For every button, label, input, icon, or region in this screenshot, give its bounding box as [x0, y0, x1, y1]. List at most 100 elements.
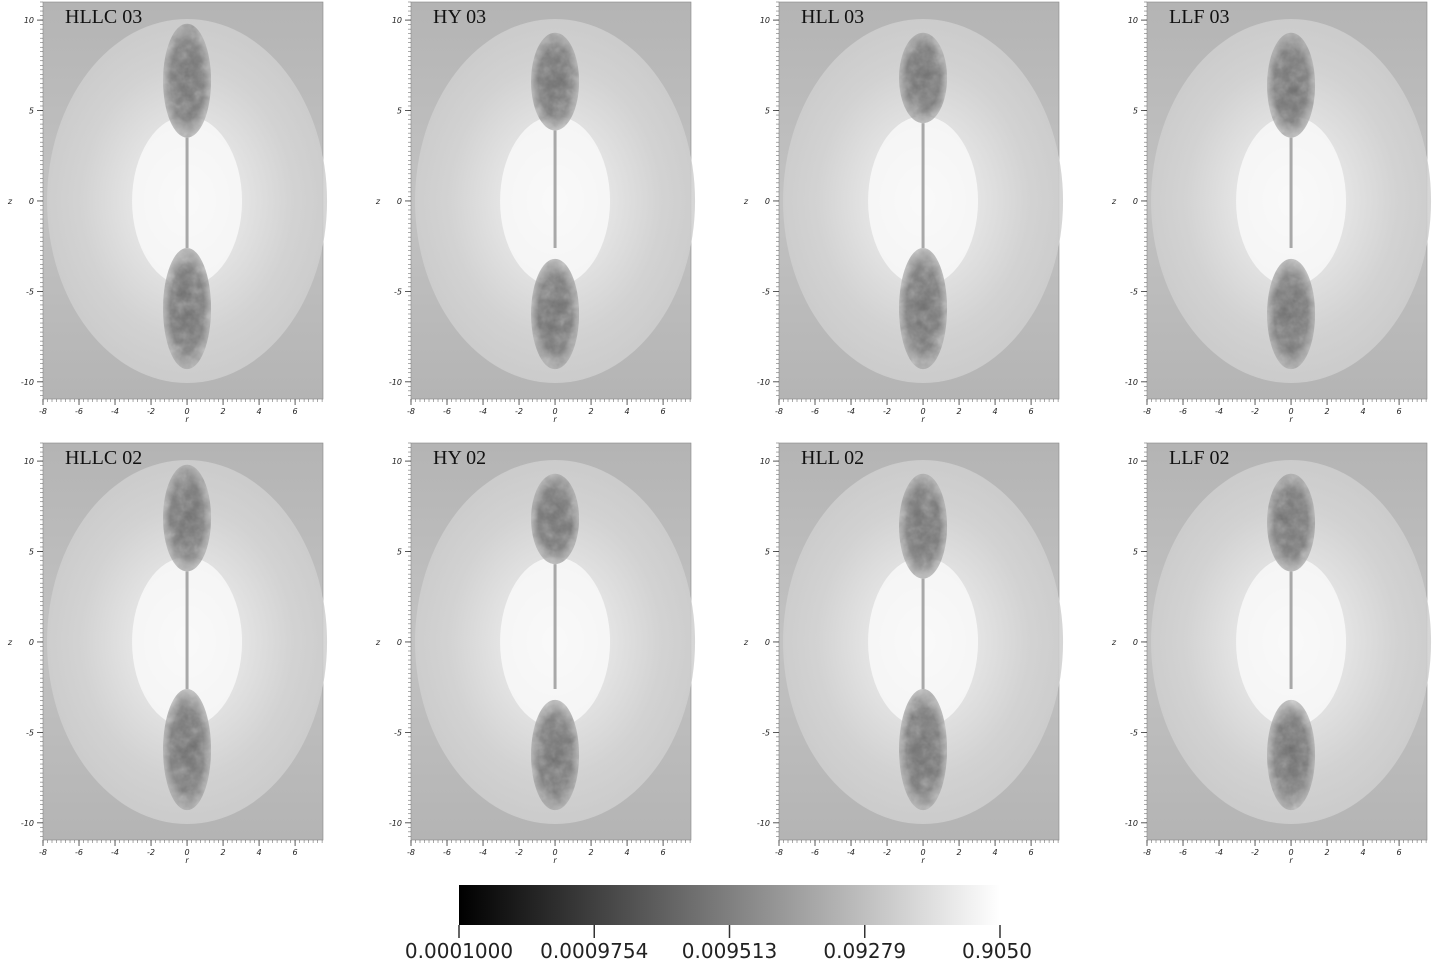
y-tick-label: -10: [757, 378, 770, 387]
y-tick-label: -10: [757, 819, 770, 828]
y-axis-label: z: [7, 197, 13, 206]
x-tick-label: 6: [293, 407, 298, 416]
y-tick-label: 5: [1133, 107, 1138, 116]
x-tick-label: -6: [811, 848, 819, 857]
y-tick-label: 10: [392, 16, 402, 25]
panel-label: HY 03: [433, 6, 486, 28]
x-tick-label: -8: [775, 848, 783, 857]
y-tick-label: -10: [389, 819, 402, 828]
x-axis-label: r: [553, 856, 557, 865]
x-tick-label: 2: [1325, 407, 1330, 416]
x-tick-label: -4: [1215, 407, 1223, 416]
x-tick-label: 6: [293, 848, 298, 857]
colorbar-tick-label: 0.9050: [962, 939, 1032, 963]
y-axis-label: z: [7, 638, 13, 647]
jet-texture: [1267, 699, 1316, 811]
x-tick-label: -6: [443, 407, 451, 416]
x-tick-label: -6: [811, 407, 819, 416]
jet-texture: [899, 247, 948, 370]
y-tick-label: 0: [765, 638, 770, 647]
y-tick-label: -5: [26, 728, 34, 737]
x-tick-label: 0: [185, 407, 190, 416]
x-tick-label: -2: [1251, 848, 1259, 857]
x-tick-label: 2: [957, 848, 962, 857]
colorbar-tick-label: 0.09279: [823, 939, 906, 963]
x-tick-label: 2: [589, 407, 594, 416]
y-tick-label: 5: [765, 548, 770, 557]
x-tick-label: -4: [111, 407, 119, 416]
y-tick-label: 0: [1133, 638, 1138, 647]
x-tick-label: -4: [847, 848, 855, 857]
y-tick-label: 10: [760, 457, 770, 466]
x-tick-label: 0: [1289, 848, 1294, 857]
panel: HLLC 02 -8 -6 -4 -2 0 2 4 6 -10 -5 0 5 10 r z: [7, 442, 328, 865]
x-tick-label: -8: [1143, 848, 1151, 857]
x-tick-label: 4: [993, 407, 998, 416]
y-tick-label: 10: [24, 16, 34, 25]
x-tick-label: 2: [589, 848, 594, 857]
panel-label: HLL 03: [801, 6, 864, 28]
jet-texture: [531, 699, 580, 811]
x-tick-label: 0: [1289, 407, 1294, 416]
x-tick-label: -4: [479, 848, 487, 857]
panel-label: LLF 02: [1169, 447, 1230, 469]
x-axis-label: r: [921, 415, 925, 424]
y-tick-label: 5: [397, 107, 402, 116]
y-tick-label: 0: [1133, 197, 1138, 206]
y-tick-label: -5: [394, 287, 402, 296]
x-tick-label: 6: [1029, 848, 1034, 857]
x-tick-label: -8: [39, 407, 47, 416]
y-tick-label: -5: [762, 728, 770, 737]
colorbar: [459, 885, 1000, 925]
y-axis-label: z: [1111, 638, 1117, 647]
y-tick-label: -10: [1125, 378, 1138, 387]
y-tick-label: -5: [394, 728, 402, 737]
x-tick-label: -8: [39, 848, 47, 857]
panel: HY 03 -8 -6 -4 -2 0 2 4 6 -10 -5 0 5 10 r z: [375, 1, 696, 424]
x-tick-label: -6: [1179, 407, 1187, 416]
y-tick-label: -10: [1125, 819, 1138, 828]
x-tick-label: 0: [921, 848, 926, 857]
panel: HLLC 03 -8 -6 -4 -2 0 2 4 6 -10 -5 0 5 10 r z: [7, 1, 328, 424]
jet-texture: [163, 247, 212, 370]
y-axis-label: z: [375, 197, 381, 206]
x-axis-label: r: [553, 415, 557, 424]
panel-label: LLF 03: [1169, 6, 1230, 28]
x-tick-label: -2: [1251, 407, 1259, 416]
colorbar-tick-label: 0.0009754: [540, 939, 648, 963]
x-tick-label: 4: [625, 848, 630, 857]
y-tick-label: -10: [21, 378, 34, 387]
x-tick-label: 4: [257, 848, 262, 857]
x-tick-label: -6: [1179, 848, 1187, 857]
jet-texture: [531, 32, 580, 131]
colorbar-tick-label: 0.0001000: [405, 939, 513, 963]
y-tick-label: -5: [1130, 728, 1138, 737]
panel: HLL 03 -8 -6 -4 -2 0 2 4 6 -10 -5 0 5 10 r z: [743, 1, 1064, 424]
x-tick-label: -8: [407, 407, 415, 416]
jet-texture: [899, 688, 948, 811]
jet-texture: [1267, 32, 1316, 138]
x-axis-label: r: [921, 856, 925, 865]
x-tick-label: -2: [883, 848, 891, 857]
jet-texture: [1267, 258, 1316, 370]
jet-texture: [163, 688, 212, 811]
panel-label: HLLC 02: [65, 447, 142, 469]
y-tick-label: -10: [389, 378, 402, 387]
jet-texture: [531, 473, 580, 565]
x-axis-label: r: [185, 415, 189, 424]
x-tick-label: -6: [75, 848, 83, 857]
y-tick-label: 5: [1133, 548, 1138, 557]
x-tick-label: 4: [257, 407, 262, 416]
y-tick-label: -5: [26, 287, 34, 296]
y-tick-label: -10: [21, 819, 34, 828]
y-tick-label: 0: [397, 638, 402, 647]
jet-texture: [1267, 473, 1316, 572]
x-tick-label: -2: [883, 407, 891, 416]
y-tick-label: 5: [29, 107, 34, 116]
x-tick-label: 0: [921, 407, 926, 416]
x-tick-label: -4: [847, 407, 855, 416]
panel-label: HY 02: [433, 447, 486, 469]
y-tick-label: 0: [765, 197, 770, 206]
jet-texture: [531, 258, 580, 370]
